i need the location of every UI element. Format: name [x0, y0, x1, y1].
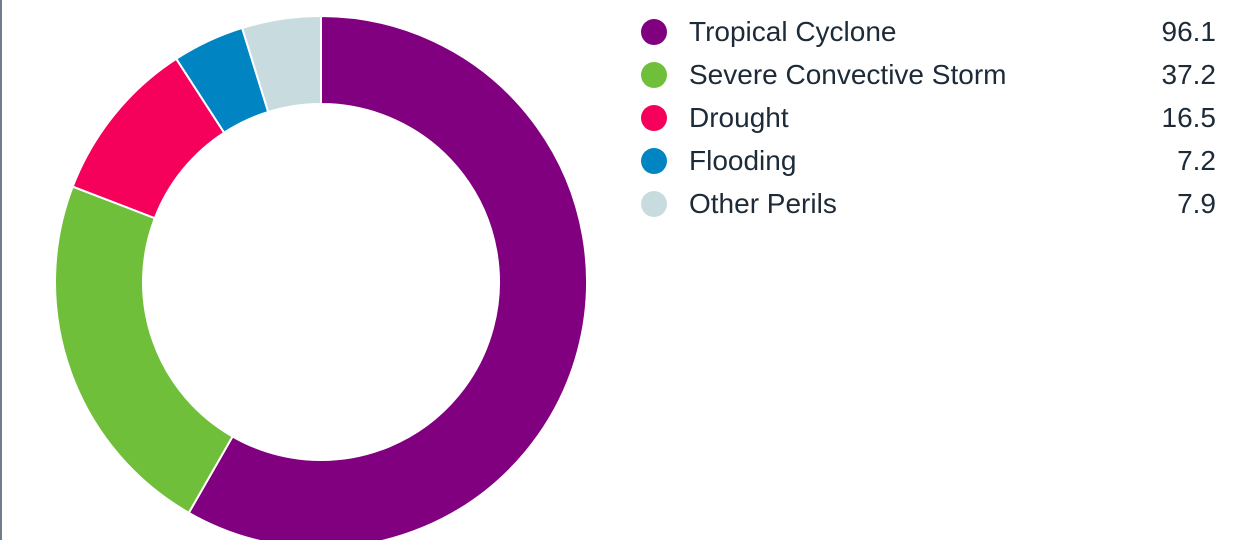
legend-label: Other Perils: [689, 187, 837, 219]
legend-swatch: [641, 190, 667, 217]
legend-label: Drought: [689, 101, 789, 133]
legend-item[interactable]: Drought 16.5: [641, 96, 1216, 139]
legend-item[interactable]: Other Perils 7.9: [641, 182, 1216, 225]
legend-item[interactable]: Tropical Cyclone 96.1: [641, 10, 1216, 53]
donut-slice-tropical-cyclone[interactable]: [187, 14, 588, 540]
legend-item[interactable]: Flooding 7.2: [641, 139, 1216, 182]
legend-swatch: [641, 147, 667, 174]
legend-swatch: [641, 18, 667, 45]
frame-border: [0, 0, 2, 540]
legend: Tropical Cyclone 96.1 Severe Convective …: [641, 10, 1216, 225]
legend-swatch: [641, 61, 667, 88]
donut-slice-severe-convective-storm[interactable]: [54, 185, 234, 515]
legend-item[interactable]: Severe Convective Storm 37.2: [641, 53, 1216, 96]
legend-value: 96.1: [1161, 15, 1217, 47]
legend-label: Severe Convective Storm: [689, 58, 1007, 90]
legend-value: 7.9: [1177, 187, 1216, 219]
legend-swatch: [641, 104, 667, 131]
legend-value: 37.2: [1161, 58, 1217, 90]
legend-label: Flooding: [689, 144, 797, 176]
legend-value: 16.5: [1161, 101, 1217, 133]
legend-value: 7.2: [1177, 144, 1216, 176]
legend-label: Tropical Cyclone: [689, 15, 897, 47]
donut-slice-other-perils[interactable]: [240, 14, 322, 114]
donut-chart: [54, 14, 588, 540]
